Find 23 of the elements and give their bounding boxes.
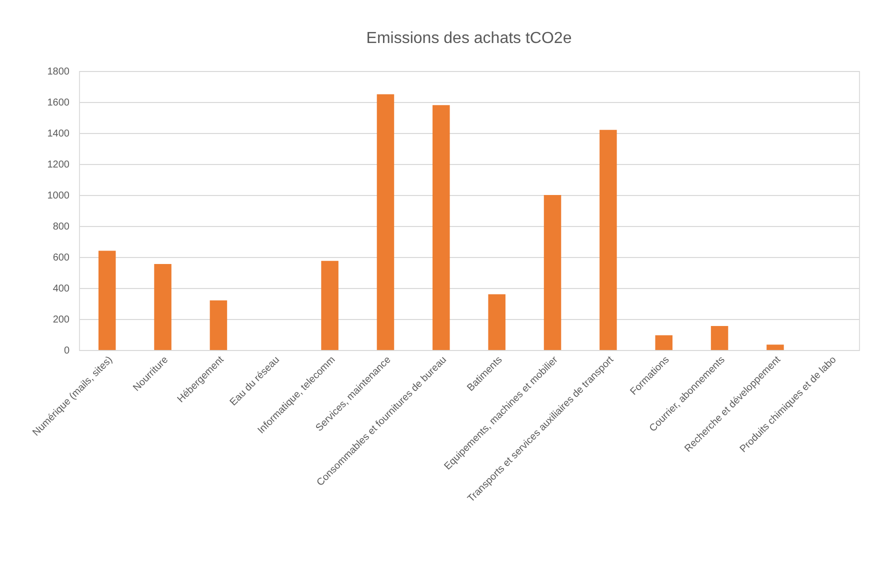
y-tick-label: 600 [52, 252, 70, 264]
bar [710, 326, 728, 350]
y-tick-label: 0 [64, 346, 70, 356]
bar [655, 335, 672, 350]
y-tick-label: 1600 [47, 98, 70, 108]
bar [210, 300, 228, 350]
bar [321, 260, 338, 350]
bar [432, 105, 450, 350]
y-tick-label: 800 [52, 222, 70, 232]
bar [154, 264, 172, 350]
bar [544, 195, 562, 350]
bar [600, 130, 617, 350]
chart-title: Emissions des achats tCO2e [366, 30, 572, 47]
y-tick-label: 400 [52, 284, 70, 294]
y-tick-label: 200 [52, 314, 70, 326]
y-tick-label: 1000 [47, 190, 70, 202]
bar [488, 294, 506, 350]
y-tick-label: 1400 [47, 128, 70, 140]
bar [376, 94, 394, 350]
y-tick-label: 1200 [47, 160, 70, 170]
bar [98, 250, 116, 350]
y-tick-label: 1800 [47, 66, 70, 78]
bar [766, 344, 784, 350]
